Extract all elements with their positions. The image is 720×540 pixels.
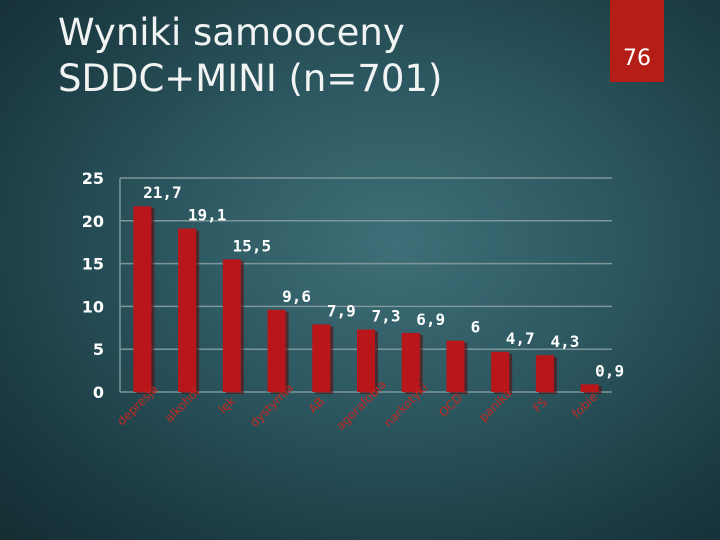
bar	[401, 332, 420, 392]
y-tick-label: 15	[82, 255, 104, 274]
y-tick-label: 20	[82, 212, 104, 231]
data-label: 4,3	[550, 332, 579, 351]
data-label: 19,1	[188, 206, 227, 225]
bar	[312, 324, 331, 392]
data-label: 21,7	[143, 183, 182, 202]
bar	[222, 259, 241, 392]
bar	[267, 309, 286, 392]
slide-title: Wyniki samooceny SDDC+MINI (n=701)	[58, 10, 578, 102]
category-label: FS	[530, 395, 550, 415]
data-labels: 21,7 19,1 15,5 9,6 7,9 7,3 6,9 6 4,7 4,3 0,9	[143, 183, 624, 380]
bar	[357, 329, 375, 392]
data-label: 6	[471, 318, 481, 337]
bar	[446, 340, 465, 392]
category-label: AB	[306, 394, 328, 416]
slide-title-line1: Wyniki samooceny	[58, 11, 405, 54]
y-tick-label: 0	[93, 383, 104, 402]
data-label: 7,3	[372, 307, 401, 326]
bar	[580, 384, 599, 392]
data-label: 6,9	[416, 310, 445, 329]
category-label: OCD	[436, 391, 465, 420]
slide-title-line2: SDDC+MINI (n=701)	[58, 57, 443, 100]
bar	[491, 351, 510, 392]
category-label: fobie	[569, 390, 600, 421]
y-tick-label: 25	[82, 169, 104, 188]
bars	[133, 206, 602, 394]
page-number: 76	[623, 46, 651, 71]
y-tick-label: 10	[82, 297, 104, 316]
bar	[178, 228, 197, 392]
bar	[133, 206, 152, 392]
data-label: 4,7	[506, 329, 535, 348]
data-label: 0,9	[595, 361, 624, 380]
data-label: 7,9	[327, 301, 356, 320]
bar	[535, 355, 554, 392]
category-label: lęk	[216, 394, 238, 416]
data-label: 9,6	[282, 287, 311, 306]
page-number-badge: 76	[610, 0, 664, 82]
y-axis-ticks: 0 5 10 15 20 25	[82, 169, 104, 402]
y-tick-label: 5	[93, 340, 104, 359]
data-label: 15,5	[233, 236, 272, 255]
